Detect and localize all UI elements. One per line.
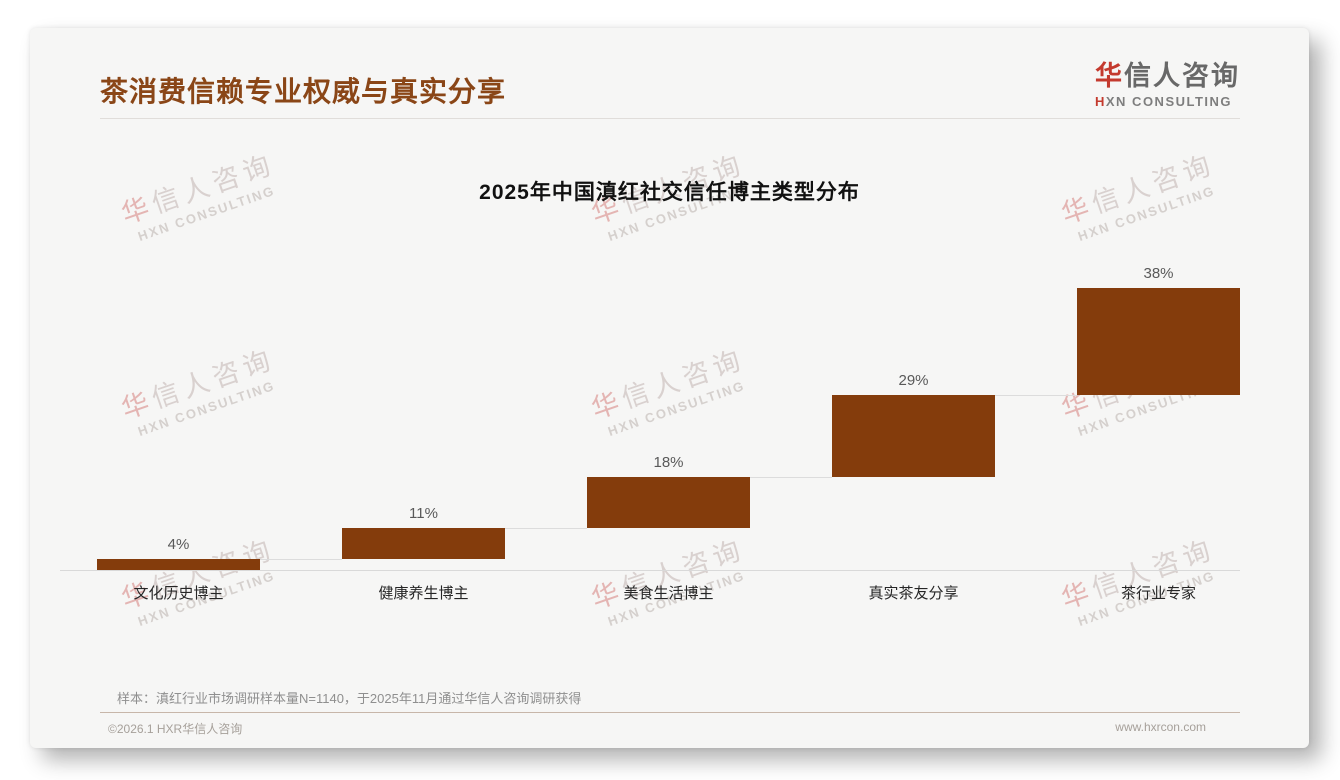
chart-title: 2025年中国滇红社交信任博主类型分布 [479, 181, 860, 204]
bar-category-label: 健康养生博主 [378, 585, 469, 602]
waterfall-connector [260, 558, 342, 560]
waterfall-connector [505, 527, 587, 529]
bar-value-label: 18% [653, 453, 684, 471]
logo-chinese: 华信人咨询 [1095, 61, 1240, 92]
report-card: 华信人咨询 HXN CONSULTING 华信人咨询 HXN CONSULTING 华信… [30, 28, 1309, 748]
logo-en-rest: XN CONSULTING [1105, 93, 1233, 109]
logo-zh-rest: 信人咨询 [1124, 61, 1240, 91]
page-title: 茶消费信赖专业权威与真实分享 [100, 76, 507, 107]
bar [97, 558, 260, 570]
website-text: www.hxrcon.com [1115, 720, 1206, 734]
bar-category-label: 茶行业专家 [1120, 585, 1196, 602]
bar-category-label: 文化历史博主 [133, 585, 224, 602]
x-axis-baseline [60, 570, 1240, 571]
bar-value-label: 38% [1143, 265, 1174, 282]
bar-category-label: 真实茶友分享 [868, 585, 959, 602]
bar [342, 527, 505, 559]
bar [1077, 288, 1240, 396]
bar [832, 395, 995, 477]
bar [587, 476, 750, 528]
sample-footnote: 样本：滇红行业市场调研样本量N=1140，于2025年11月通过华信人咨询调研获… [117, 691, 582, 706]
logo-en-accent: H [1095, 93, 1106, 109]
company-logo: 华信人咨询 HXN CONSULTING [1095, 61, 1240, 109]
bar-value-label: 4% [167, 535, 190, 553]
logo-zh-accent: 华 [1095, 61, 1124, 91]
bar-category-label: 美食生活博主 [623, 585, 714, 602]
logo-english: HXN CONSULTING [1095, 94, 1240, 109]
bar-value-label: 29% [898, 372, 929, 390]
footer-divider [100, 712, 1240, 713]
waterfall-connector [750, 476, 832, 478]
plot-area: 4% 文化历史博主 11% 健康养生博主 18% 美食生活博主 29% 真实茶友分享 38% 茶行… [60, 265, 1240, 610]
waterfall-connector [995, 395, 1077, 397]
header-divider [100, 118, 1240, 119]
copyright-text: ©2026.1 HXR华信人咨询 [108, 722, 243, 736]
bar-value-label: 11% [409, 504, 438, 522]
